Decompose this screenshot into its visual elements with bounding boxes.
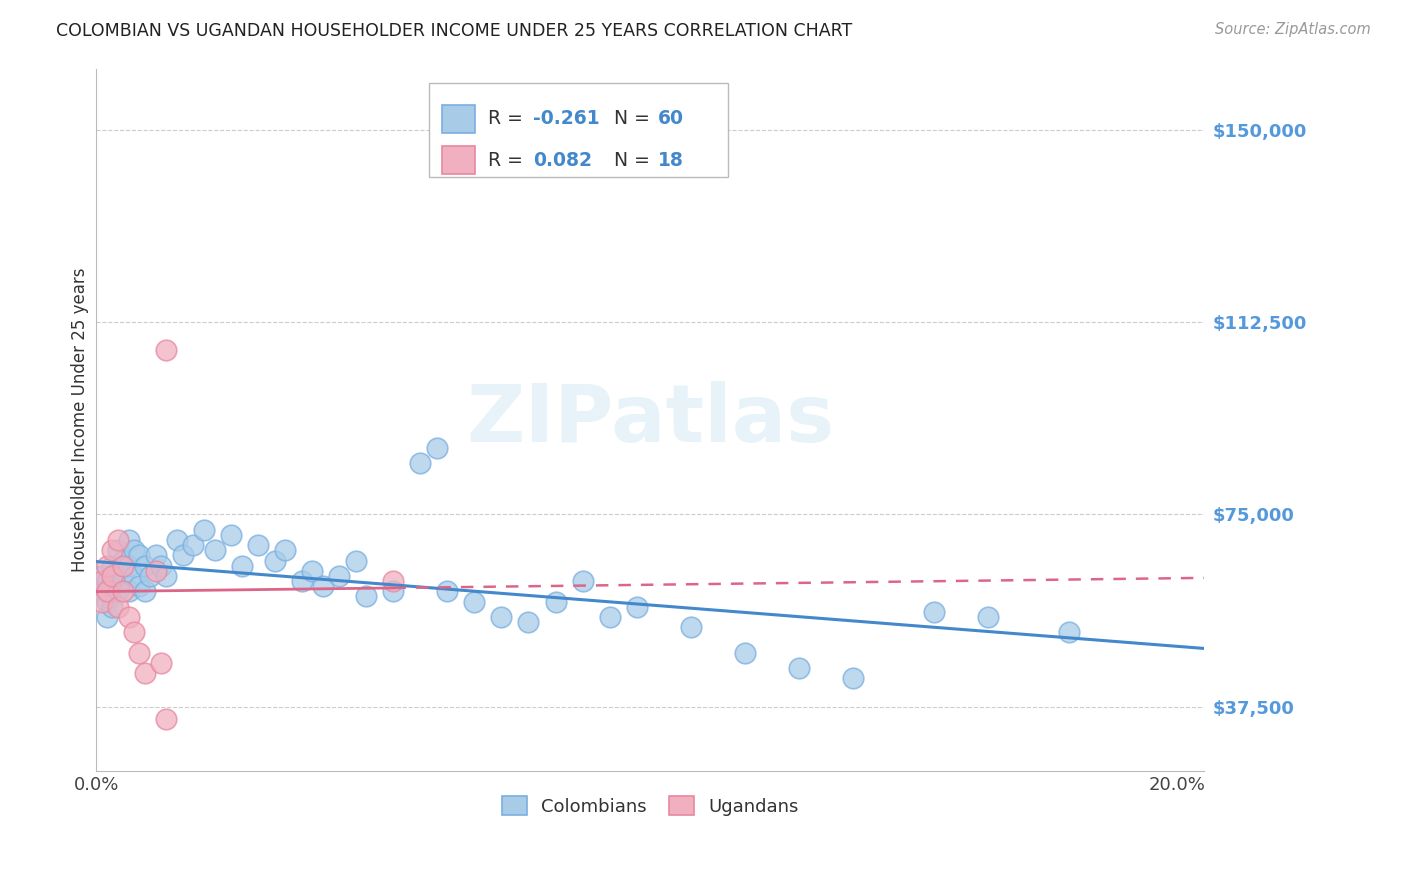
Text: -0.261: -0.261 — [533, 109, 599, 128]
Point — [112, 553, 135, 567]
Point — [117, 584, 139, 599]
Point — [356, 590, 378, 604]
Point — [247, 538, 270, 552]
Point — [145, 564, 167, 578]
Point — [107, 584, 129, 599]
Point — [107, 533, 129, 547]
Point — [312, 579, 335, 593]
Point — [90, 574, 112, 588]
FancyBboxPatch shape — [429, 83, 728, 178]
Point — [426, 441, 449, 455]
Text: 18: 18 — [658, 151, 683, 169]
Point — [787, 661, 810, 675]
Point — [328, 569, 350, 583]
Text: R =: R = — [488, 109, 529, 128]
Text: Source: ZipAtlas.com: Source: ZipAtlas.com — [1215, 22, 1371, 37]
Point — [90, 584, 112, 599]
Point — [128, 579, 150, 593]
Point — [101, 579, 124, 593]
Point — [463, 594, 485, 608]
Point — [101, 543, 124, 558]
Point — [134, 584, 156, 599]
Text: 60: 60 — [658, 109, 683, 128]
Text: N =: N = — [613, 109, 655, 128]
Point — [101, 599, 124, 614]
Point — [155, 343, 177, 358]
Point — [107, 564, 129, 578]
Point — [409, 456, 432, 470]
Point — [117, 558, 139, 573]
Point — [183, 538, 205, 552]
Text: N =: N = — [613, 151, 655, 169]
Point — [301, 564, 323, 578]
Text: COLOMBIAN VS UGANDAN HOUSEHOLDER INCOME UNDER 25 YEARS CORRELATION CHART: COLOMBIAN VS UGANDAN HOUSEHOLDER INCOME … — [56, 22, 852, 40]
Point — [290, 574, 312, 588]
Point — [134, 666, 156, 681]
Text: ZIPatlas: ZIPatlas — [465, 381, 834, 458]
Point — [172, 549, 194, 563]
Point — [977, 610, 1000, 624]
Point — [122, 569, 145, 583]
Point — [571, 574, 593, 588]
Point — [517, 615, 540, 629]
Point — [679, 620, 702, 634]
Bar — [441, 146, 475, 174]
Point — [382, 584, 405, 599]
Point — [599, 610, 621, 624]
Point — [107, 599, 129, 614]
Point — [204, 543, 226, 558]
Point — [117, 610, 139, 624]
Point — [274, 543, 297, 558]
Point — [193, 523, 215, 537]
Text: 0.082: 0.082 — [533, 151, 592, 169]
Point — [134, 558, 156, 573]
Point — [107, 543, 129, 558]
Point — [544, 594, 567, 608]
Point — [150, 558, 173, 573]
Y-axis label: Householder Income Under 25 years: Householder Income Under 25 years — [72, 268, 89, 572]
Point — [139, 569, 162, 583]
Point — [155, 569, 177, 583]
Point — [221, 528, 243, 542]
Point — [382, 574, 405, 588]
Point — [96, 610, 118, 624]
Point — [122, 625, 145, 640]
Point — [90, 594, 112, 608]
Point — [344, 553, 367, 567]
Point — [1057, 625, 1080, 640]
Point — [491, 610, 513, 624]
Point — [112, 558, 135, 573]
Point — [128, 646, 150, 660]
Point — [112, 584, 135, 599]
Point — [436, 584, 458, 599]
Point — [96, 558, 118, 573]
Point — [231, 558, 253, 573]
Point — [96, 584, 118, 599]
Text: R =: R = — [488, 151, 529, 169]
Point — [101, 558, 124, 573]
Point — [263, 553, 285, 567]
Legend: Colombians, Ugandans: Colombians, Ugandans — [492, 788, 807, 825]
Point — [112, 574, 135, 588]
Point — [101, 569, 124, 583]
Point — [922, 605, 945, 619]
Point — [166, 533, 188, 547]
Point — [155, 713, 177, 727]
Bar — [441, 104, 475, 133]
Point — [145, 549, 167, 563]
Point — [90, 569, 112, 583]
Point — [96, 574, 118, 588]
Point — [841, 672, 863, 686]
Point — [122, 543, 145, 558]
Point — [117, 533, 139, 547]
Point — [96, 594, 118, 608]
Point — [150, 656, 173, 670]
Point — [626, 599, 648, 614]
Point — [734, 646, 756, 660]
Point — [128, 549, 150, 563]
